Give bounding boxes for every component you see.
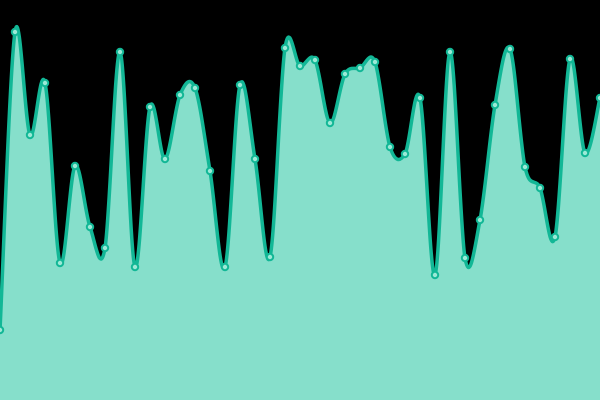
data-point-marker[interactable]: [370, 57, 380, 67]
data-point-marker[interactable]: [400, 149, 410, 159]
data-point-marker[interactable]: [85, 222, 95, 232]
data-point-marker[interactable]: [520, 162, 530, 172]
data-point-marker[interactable]: [430, 270, 440, 280]
data-point-marker[interactable]: [160, 154, 170, 164]
data-point-marker[interactable]: [535, 183, 545, 193]
data-point-marker[interactable]: [145, 102, 155, 112]
area-fill: [0, 26, 600, 400]
data-point-marker[interactable]: [505, 44, 515, 54]
data-point-markers: [0, 27, 600, 335]
data-point-marker[interactable]: [100, 243, 110, 253]
data-point-marker[interactable]: [490, 100, 500, 110]
data-point-marker[interactable]: [310, 55, 320, 65]
data-point-marker[interactable]: [355, 63, 365, 73]
data-point-marker[interactable]: [220, 262, 230, 272]
data-point-marker[interactable]: [70, 161, 80, 171]
data-point-marker[interactable]: [175, 90, 185, 100]
data-point-marker[interactable]: [460, 253, 470, 263]
data-point-marker[interactable]: [55, 258, 65, 268]
data-point-marker[interactable]: [265, 252, 275, 262]
data-point-marker[interactable]: [340, 69, 350, 79]
data-point-marker[interactable]: [0, 325, 5, 335]
data-point-marker[interactable]: [580, 148, 590, 158]
data-point-marker[interactable]: [235, 80, 245, 90]
data-point-marker[interactable]: [205, 166, 215, 176]
data-point-marker[interactable]: [550, 232, 560, 242]
data-point-marker[interactable]: [565, 54, 575, 64]
data-point-marker[interactable]: [295, 61, 305, 71]
data-point-marker[interactable]: [190, 83, 200, 93]
data-point-marker[interactable]: [130, 262, 140, 272]
data-point-marker[interactable]: [40, 78, 50, 88]
data-point-marker[interactable]: [385, 142, 395, 152]
data-point-marker[interactable]: [10, 27, 20, 37]
data-point-marker[interactable]: [115, 47, 125, 57]
data-point-marker[interactable]: [475, 215, 485, 225]
data-point-marker[interactable]: [325, 118, 335, 128]
data-point-marker[interactable]: [250, 154, 260, 164]
data-point-marker[interactable]: [415, 93, 425, 103]
data-point-marker[interactable]: [280, 43, 290, 53]
data-point-marker[interactable]: [25, 130, 35, 140]
data-point-marker[interactable]: [445, 47, 455, 57]
